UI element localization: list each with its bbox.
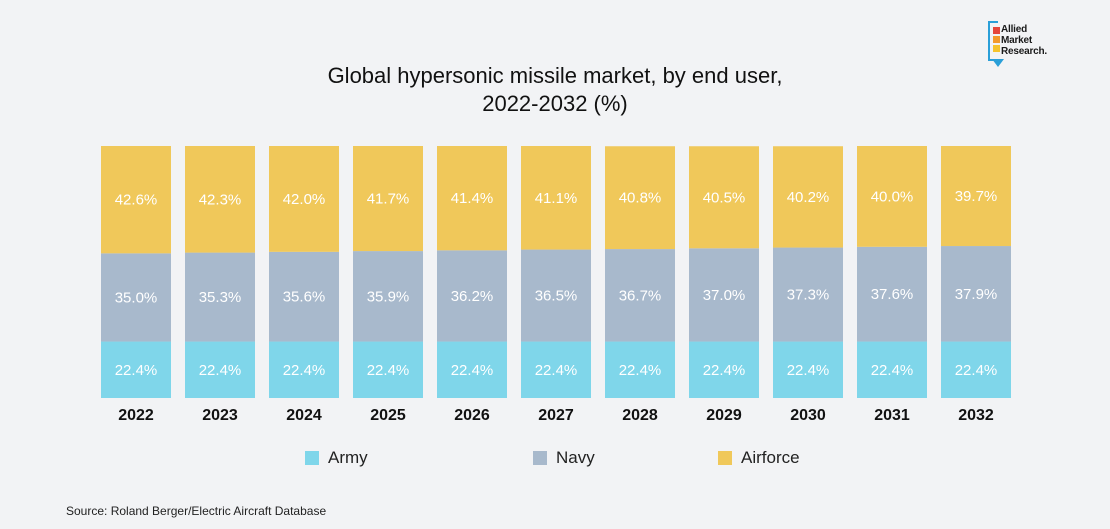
logo-square-yellow xyxy=(993,45,1000,52)
bar-navy-2031 xyxy=(857,246,927,342)
bar-army-2032 xyxy=(941,341,1011,398)
bar-navy-2028 xyxy=(605,249,675,342)
logo-text: Allied Market Research. xyxy=(1001,24,1048,57)
data-label-airforce-2032: 39.7% xyxy=(955,188,998,205)
data-label-army-2032: 22.4% xyxy=(955,362,998,379)
x-tick-label-2030: 2030 xyxy=(790,407,826,424)
data-label-navy-2027: 36.5% xyxy=(535,288,578,305)
legend-swatch-airforce xyxy=(718,451,732,465)
data-label-army-2031: 22.4% xyxy=(871,362,914,379)
allied-market-research-logo: Allied Market Research. xyxy=(988,21,1084,67)
data-label-navy-2025: 35.9% xyxy=(367,288,410,305)
bar-navy-2022 xyxy=(101,253,171,342)
bar-airforce-2024 xyxy=(269,146,339,252)
bar-army-2026 xyxy=(437,341,507,398)
x-tick-label-2022: 2022 xyxy=(118,407,154,424)
bar-airforce-2023 xyxy=(185,146,255,253)
bar-army-2031 xyxy=(857,341,927,398)
bar-army-2023 xyxy=(185,341,255,398)
bar-airforce-2025 xyxy=(353,146,423,252)
bar-navy-2027 xyxy=(521,249,591,342)
bar-navy-2023 xyxy=(185,252,255,342)
data-label-airforce-2027: 41.1% xyxy=(535,190,578,207)
data-label-navy-2028: 36.7% xyxy=(619,287,662,304)
logo-square-red xyxy=(993,27,1000,34)
bar-airforce-2022 xyxy=(101,146,171,254)
bar-airforce-2028 xyxy=(605,146,675,250)
data-label-airforce-2023: 42.3% xyxy=(199,191,242,208)
x-tick-label-2032: 2032 xyxy=(958,407,994,424)
bar-airforce-2029 xyxy=(689,146,759,249)
data-label-airforce-2029: 40.5% xyxy=(703,189,746,206)
x-tick-label-2028: 2028 xyxy=(622,407,658,424)
bar-army-2028 xyxy=(605,341,675,398)
data-label-airforce-2022: 42.6% xyxy=(115,192,158,209)
logo-tail xyxy=(992,59,1004,67)
data-label-army-2022: 22.4% xyxy=(115,362,158,379)
legend-label-airforce: Airforce xyxy=(741,448,800,467)
x-tick-label-2031: 2031 xyxy=(874,407,910,424)
bar-navy-2026 xyxy=(437,250,507,342)
data-label-navy-2030: 37.3% xyxy=(787,287,830,304)
data-label-army-2029: 22.4% xyxy=(703,362,746,379)
x-tick-label-2026: 2026 xyxy=(454,407,490,424)
bar-army-2025 xyxy=(353,341,423,398)
x-tick-label-2027: 2027 xyxy=(538,407,574,424)
bar-army-2029 xyxy=(689,341,759,398)
bar-army-2030 xyxy=(773,341,843,398)
data-label-airforce-2028: 40.8% xyxy=(619,190,662,207)
legend-swatch-army xyxy=(305,451,319,465)
data-label-army-2030: 22.4% xyxy=(787,362,830,379)
data-label-navy-2026: 36.2% xyxy=(451,288,494,305)
bar-airforce-2032 xyxy=(941,146,1011,247)
legend-label-navy: Navy xyxy=(556,448,595,467)
bar-army-2027 xyxy=(521,341,591,398)
data-label-navy-2032: 37.9% xyxy=(955,286,998,303)
logo-square-orange xyxy=(993,36,1000,43)
data-label-navy-2029: 37.0% xyxy=(703,287,746,304)
data-label-airforce-2026: 41.4% xyxy=(451,190,494,207)
data-label-airforce-2031: 40.0% xyxy=(871,188,914,205)
data-label-army-2028: 22.4% xyxy=(619,362,662,379)
legend-swatch-navy xyxy=(533,451,547,465)
x-tick-label-2023: 2023 xyxy=(202,407,238,424)
bar-airforce-2030 xyxy=(773,146,843,248)
data-label-army-2025: 22.4% xyxy=(367,362,410,379)
legend-label-army: Army xyxy=(328,448,368,467)
x-tick-label-2025: 2025 xyxy=(370,407,406,424)
data-label-army-2023: 22.4% xyxy=(199,362,242,379)
bar-airforce-2026 xyxy=(437,146,507,251)
data-label-airforce-2024: 42.0% xyxy=(283,191,326,208)
bar-navy-2025 xyxy=(353,251,423,342)
data-label-airforce-2030: 40.2% xyxy=(787,189,830,206)
bar-army-2022 xyxy=(101,341,171,398)
bar-navy-2029 xyxy=(689,248,759,342)
bar-navy-2032 xyxy=(941,246,1011,342)
bar-airforce-2031 xyxy=(857,146,927,247)
x-tick-label-2029: 2029 xyxy=(706,407,742,424)
data-label-navy-2023: 35.3% xyxy=(199,289,242,306)
bar-airforce-2027 xyxy=(521,146,591,250)
x-tick-label-2024: 2024 xyxy=(286,407,322,424)
data-label-airforce-2025: 41.7% xyxy=(367,191,410,208)
bar-navy-2024 xyxy=(269,251,339,342)
source-note: Source: Roland Berger/Electric Aircraft … xyxy=(66,504,327,518)
data-label-navy-2031: 37.6% xyxy=(871,286,914,303)
data-label-navy-2022: 35.0% xyxy=(115,289,158,306)
bar-navy-2030 xyxy=(773,247,843,342)
chart-title: Global hypersonic missile market, by end… xyxy=(327,63,783,116)
data-label-army-2026: 22.4% xyxy=(451,362,494,379)
data-label-army-2027: 22.4% xyxy=(535,362,578,379)
data-label-army-2024: 22.4% xyxy=(283,362,326,379)
data-label-navy-2024: 35.6% xyxy=(283,289,326,306)
bar-army-2024 xyxy=(269,341,339,398)
